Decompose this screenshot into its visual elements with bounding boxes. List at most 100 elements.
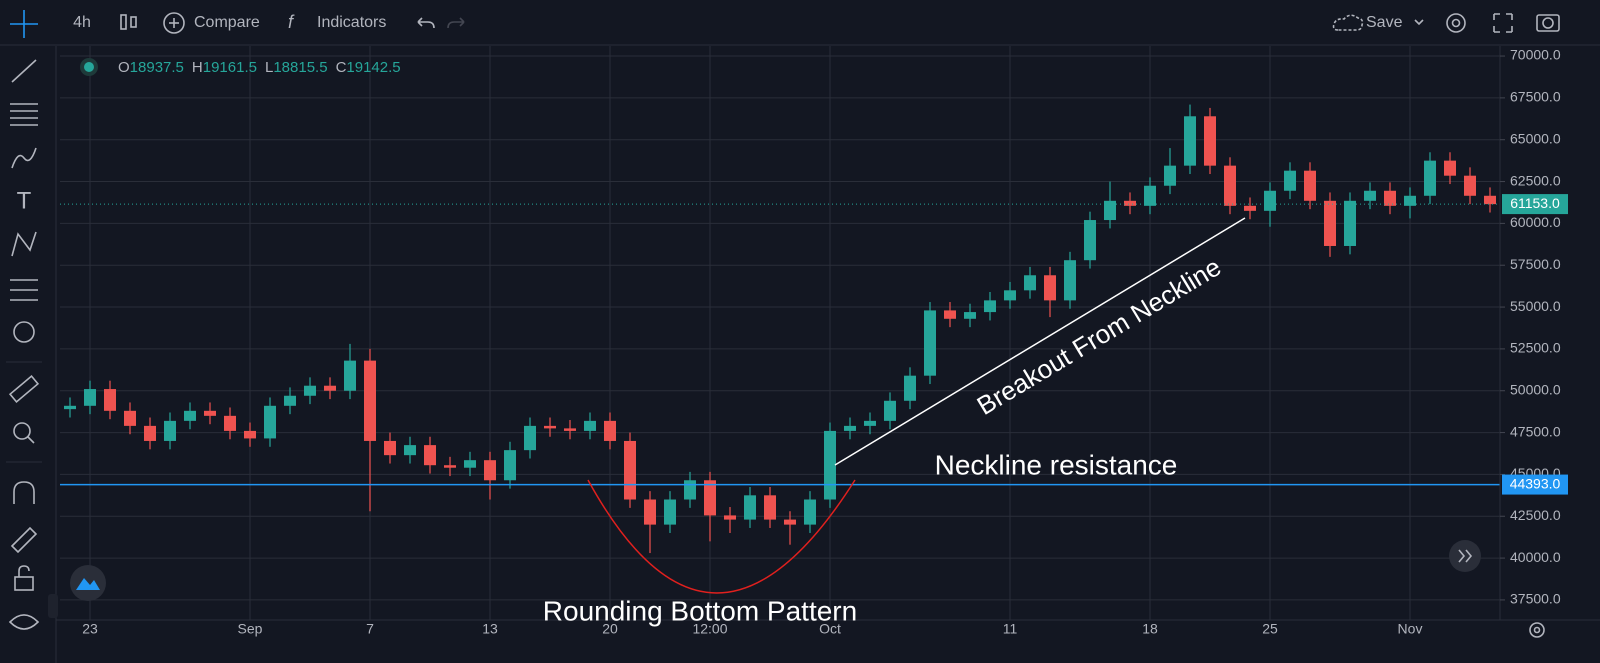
y-tick-label: 40000.0	[1510, 549, 1561, 565]
rounding-bottom-curve[interactable]	[587, 479, 856, 594]
y-tick-label: 70000.0	[1510, 47, 1561, 63]
y-tick-label: 55000.0	[1510, 298, 1561, 314]
x-tick-label: 11	[1003, 621, 1018, 637]
x-tick-label: 20	[602, 621, 618, 637]
legend-dot	[84, 62, 94, 72]
candle-body	[1024, 275, 1036, 291]
candle-body	[784, 519, 796, 525]
candle-body	[904, 375, 916, 401]
pattern-annotation[interactable]: Rounding Bottom Pattern	[543, 595, 857, 626]
candle-body	[624, 440, 636, 500]
text-tool[interactable]: T	[17, 187, 32, 214]
candle-body	[1044, 275, 1056, 301]
candle-body	[224, 415, 236, 431]
x-tick-label: 18	[1142, 621, 1158, 637]
candle-body	[724, 515, 736, 520]
candle-body	[324, 385, 336, 391]
lock-tool[interactable]	[14, 565, 34, 591]
legend-key: C	[336, 59, 347, 76]
candle-body	[764, 495, 776, 520]
neckline-annotation[interactable]: Neckline resistance	[935, 449, 1178, 480]
legend-key: L	[265, 59, 273, 76]
lock-drawing-tool[interactable]	[10, 526, 38, 554]
prediction-tool[interactable]	[10, 279, 38, 301]
visibility-tool[interactable]	[8, 614, 40, 630]
candle-body	[304, 385, 316, 396]
y-tick-label: 52500.0	[1510, 340, 1561, 356]
fib-tool[interactable]	[10, 103, 38, 126]
candle-body	[464, 460, 476, 468]
legend-value: 18815.5	[273, 59, 327, 76]
candle-body	[84, 389, 96, 406]
axis-settings[interactable]	[1529, 622, 1545, 638]
magnet-tool[interactable]	[13, 481, 35, 504]
y-tick-label: 60000.0	[1510, 214, 1561, 230]
breakout-line[interactable]	[834, 217, 1246, 466]
save-button[interactable]: Save	[1332, 14, 1424, 31]
compare-button[interactable]: Compare	[163, 12, 260, 34]
legend-value: 18937.5	[130, 59, 184, 76]
zoom-tool[interactable]	[13, 422, 35, 444]
compare-label[interactable]: Compare	[194, 14, 260, 31]
candle-body	[1204, 116, 1216, 166]
candle-body	[404, 445, 416, 456]
indicators-label[interactable]: Indicators	[317, 14, 386, 31]
scroll-to-realtime[interactable]	[1449, 540, 1481, 572]
candle-body	[124, 410, 136, 426]
collapse-toolbar[interactable]	[48, 594, 58, 618]
x-tick-label: Nov	[1398, 621, 1423, 637]
emoji-tool[interactable]	[13, 321, 35, 343]
crosshair-icon[interactable]	[10, 10, 38, 38]
trend-line-tool[interactable]	[11, 59, 37, 83]
snapshot-icon[interactable]	[1536, 14, 1560, 32]
candle-body	[804, 499, 816, 525]
y-tick-label: 57500.0	[1510, 256, 1561, 272]
candle-body	[144, 425, 156, 441]
legend-key: O	[118, 59, 130, 76]
interval-button[interactable]: 4h	[73, 14, 91, 31]
candle-body	[844, 425, 856, 431]
candle-body	[1424, 160, 1436, 196]
candle-body	[544, 425, 556, 429]
pattern-tool[interactable]	[11, 231, 37, 257]
candle-body	[1324, 200, 1336, 246]
candle-body	[104, 389, 116, 411]
logo-button[interactable]	[70, 565, 106, 601]
candle-body	[564, 428, 576, 431]
candle-body	[524, 425, 536, 451]
y-tick-label: 50000.0	[1510, 381, 1561, 397]
x-tick-label: 7	[366, 621, 374, 637]
candle-body	[1344, 200, 1356, 246]
overlay: 37500.040000.042500.045000.047500.050000…	[82, 47, 1568, 637]
candle-body	[824, 430, 836, 500]
candle-body	[504, 450, 516, 481]
candle-body	[384, 440, 396, 456]
candle-body	[644, 499, 656, 525]
brush-tool[interactable]	[11, 147, 37, 169]
candle-body	[284, 395, 296, 406]
candle-body	[184, 410, 196, 421]
candle-body	[484, 460, 496, 481]
y-tick-label: 42500.0	[1510, 507, 1561, 523]
x-tick-label: 12:00	[692, 621, 727, 637]
x-tick-label: 23	[82, 621, 98, 637]
indicators-button[interactable]: f Indicators	[288, 12, 386, 32]
undo-icon[interactable]	[417, 17, 435, 29]
price-tag	[1502, 194, 1568, 215]
fullscreen-icon[interactable]	[1493, 13, 1513, 33]
candle-body	[244, 430, 256, 439]
ruler-tool[interactable]	[8, 375, 40, 403]
candle-body	[1004, 290, 1016, 301]
save-label[interactable]: Save	[1366, 14, 1403, 31]
chart-type-icon[interactable]	[120, 14, 137, 30]
left-toolbar	[0, 46, 48, 663]
candle-body	[884, 400, 896, 421]
candle-body	[924, 310, 936, 376]
candle-body	[444, 465, 456, 468]
candle-body	[264, 405, 276, 439]
settings-icon[interactable]	[1446, 13, 1466, 33]
x-tick-label: Sep	[238, 621, 263, 637]
candle-body	[684, 480, 696, 500]
redo-icon[interactable]	[447, 17, 465, 29]
candle-body	[1244, 205, 1256, 211]
